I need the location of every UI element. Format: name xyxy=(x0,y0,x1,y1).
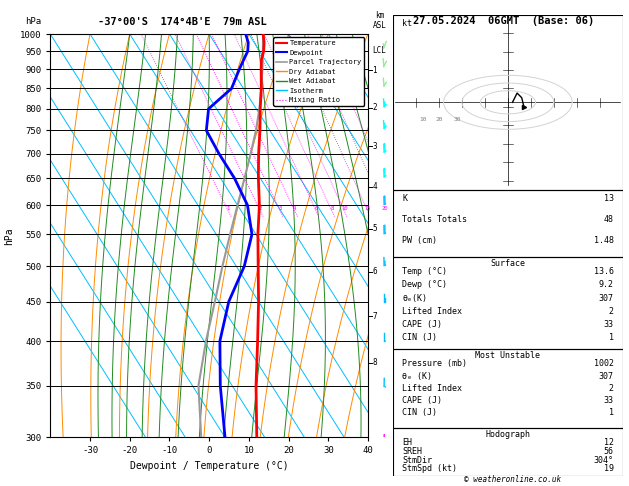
Text: 1: 1 xyxy=(226,206,230,211)
Text: 7: 7 xyxy=(372,312,377,320)
Text: hPa: hPa xyxy=(25,17,42,26)
Text: 33: 33 xyxy=(604,320,613,329)
Text: 27.05.2024  06GMT  (Base: 06): 27.05.2024 06GMT (Base: 06) xyxy=(413,16,594,26)
Text: StmDir: StmDir xyxy=(403,455,432,465)
Text: 2: 2 xyxy=(608,383,613,393)
Text: -37°00'S  174°4B'E  79m ASL: -37°00'S 174°4B'E 79m ASL xyxy=(98,17,267,27)
Text: 6: 6 xyxy=(372,267,377,276)
Text: 4: 4 xyxy=(372,182,377,191)
Text: 8: 8 xyxy=(330,206,333,211)
Text: 33: 33 xyxy=(604,396,613,405)
Text: Lifted Index: Lifted Index xyxy=(403,307,462,316)
Text: 9.2: 9.2 xyxy=(599,280,613,289)
Text: 3: 3 xyxy=(279,206,282,211)
Text: Dewp (°C): Dewp (°C) xyxy=(403,280,447,289)
Y-axis label: hPa: hPa xyxy=(4,227,14,244)
Text: 1: 1 xyxy=(608,333,613,342)
Text: 13: 13 xyxy=(604,194,613,203)
Text: CIN (J): CIN (J) xyxy=(403,408,437,417)
Text: 3: 3 xyxy=(372,142,377,151)
Text: Lifted Index: Lifted Index xyxy=(403,383,462,393)
Bar xyxy=(393,349,623,428)
Text: SREH: SREH xyxy=(403,447,422,456)
X-axis label: Dewpoint / Temperature (°C): Dewpoint / Temperature (°C) xyxy=(130,461,289,471)
Bar xyxy=(393,428,623,476)
Text: 10: 10 xyxy=(341,206,347,211)
Text: StmSpd (kt): StmSpd (kt) xyxy=(403,465,457,473)
Text: 10: 10 xyxy=(419,117,426,122)
Text: 304°: 304° xyxy=(594,455,613,465)
Text: θₑ(K): θₑ(K) xyxy=(403,294,427,302)
Text: 1.48: 1.48 xyxy=(594,236,613,244)
Bar xyxy=(393,15,623,190)
Text: 1: 1 xyxy=(372,66,377,74)
Text: θₑ (K): θₑ (K) xyxy=(403,371,432,381)
Bar xyxy=(393,257,623,349)
Text: 6: 6 xyxy=(314,206,318,211)
Text: CIN (J): CIN (J) xyxy=(403,333,437,342)
Text: 307: 307 xyxy=(599,371,613,381)
Text: 8: 8 xyxy=(372,358,377,367)
Text: Most Unstable: Most Unstable xyxy=(476,351,540,360)
Text: Temp (°C): Temp (°C) xyxy=(403,267,447,276)
Text: 15: 15 xyxy=(364,206,371,211)
Text: © weatheronline.co.uk: © weatheronline.co.uk xyxy=(464,474,561,484)
Text: LCL: LCL xyxy=(372,46,386,55)
Text: 20: 20 xyxy=(382,206,388,211)
Text: 20: 20 xyxy=(435,117,443,122)
Bar xyxy=(393,190,623,257)
Text: 2: 2 xyxy=(259,206,262,211)
Text: 2: 2 xyxy=(608,307,613,316)
Text: 12: 12 xyxy=(604,438,613,447)
Text: 1: 1 xyxy=(608,408,613,417)
Text: 5: 5 xyxy=(372,225,377,233)
Text: Pressure (mb): Pressure (mb) xyxy=(403,360,467,368)
Text: PW (cm): PW (cm) xyxy=(403,236,437,244)
Text: 1002: 1002 xyxy=(594,360,613,368)
Text: 2: 2 xyxy=(372,104,377,112)
Text: 48: 48 xyxy=(604,215,613,224)
Text: 13.6: 13.6 xyxy=(594,267,613,276)
Text: Hodograph: Hodograph xyxy=(486,430,530,439)
Text: 30: 30 xyxy=(454,117,461,122)
Text: 19: 19 xyxy=(604,465,613,473)
Text: 56: 56 xyxy=(604,447,613,456)
Text: Surface: Surface xyxy=(491,259,525,268)
Text: EH: EH xyxy=(403,438,412,447)
Text: 4: 4 xyxy=(293,206,296,211)
Text: Totals Totals: Totals Totals xyxy=(403,215,467,224)
Text: 307: 307 xyxy=(599,294,613,302)
Legend: Temperature, Dewpoint, Parcel Trajectory, Dry Adiabat, Wet Adiabat, Isotherm, Mi: Temperature, Dewpoint, Parcel Trajectory… xyxy=(274,37,364,106)
Text: km
ASL: km ASL xyxy=(373,11,387,30)
Text: K: K xyxy=(403,194,408,203)
Text: CAPE (J): CAPE (J) xyxy=(403,396,442,405)
Text: CAPE (J): CAPE (J) xyxy=(403,320,442,329)
Text: kt: kt xyxy=(403,19,412,28)
